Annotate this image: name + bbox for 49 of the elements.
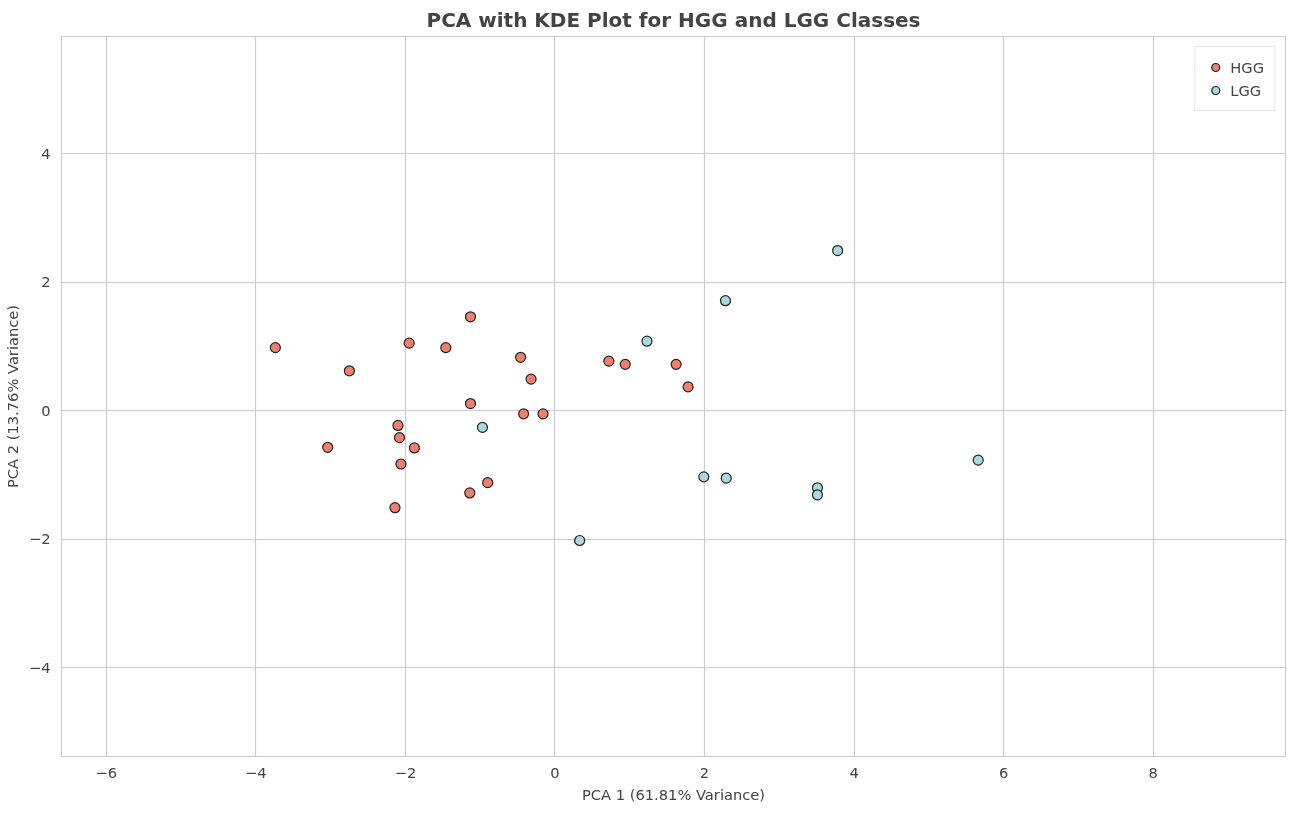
point	[574, 534, 586, 547]
x-axis-title: PCA 1 (61.81% Variance)	[581, 785, 766, 803]
y-axis-title: PCA 2 (13.76% Variance)	[3, 304, 21, 489]
point	[476, 421, 489, 433]
legend-label: LGG	[1230, 81, 1262, 99]
point	[720, 472, 732, 484]
point	[408, 442, 421, 454]
point	[440, 342, 452, 354]
point	[619, 358, 631, 370]
x-tick-label: 4	[849, 763, 859, 781]
point	[322, 441, 334, 453]
point	[269, 342, 281, 354]
x-tick-label: −2	[394, 763, 417, 781]
point	[811, 489, 824, 501]
y-tick-label: −2	[28, 530, 51, 548]
x-tick-label: −4	[245, 763, 267, 781]
point	[972, 454, 984, 466]
point	[719, 295, 732, 307]
point	[343, 365, 355, 377]
point	[670, 358, 682, 370]
y-tick-label: 2	[41, 273, 51, 291]
point	[389, 502, 401, 514]
point	[464, 487, 476, 499]
x-tick-label: 2	[699, 763, 710, 781]
point	[517, 408, 530, 420]
point	[603, 355, 615, 367]
x-tick-label: 0	[550, 763, 560, 781]
point	[392, 419, 404, 432]
x-tick-label: 6	[998, 763, 1009, 781]
point	[393, 432, 406, 444]
point	[537, 408, 549, 420]
point	[682, 381, 694, 393]
x-tick-label: 8	[1148, 763, 1158, 781]
point	[464, 311, 477, 323]
point	[641, 335, 653, 347]
legend-label: HGG	[1230, 58, 1264, 76]
y-tick-label: −4	[28, 658, 51, 676]
y-tick-label: 4	[41, 144, 51, 162]
point	[832, 244, 844, 257]
point	[698, 471, 710, 483]
point	[514, 351, 527, 363]
y-tick-label: 0	[41, 401, 51, 419]
point	[464, 397, 477, 410]
point	[403, 337, 415, 349]
x-tick-label: −6	[95, 763, 118, 781]
point	[525, 373, 537, 385]
point	[482, 477, 494, 489]
chart-title: PCA with KDE Plot for HGG and LGG Classes	[426, 7, 921, 32]
point	[395, 458, 407, 470]
